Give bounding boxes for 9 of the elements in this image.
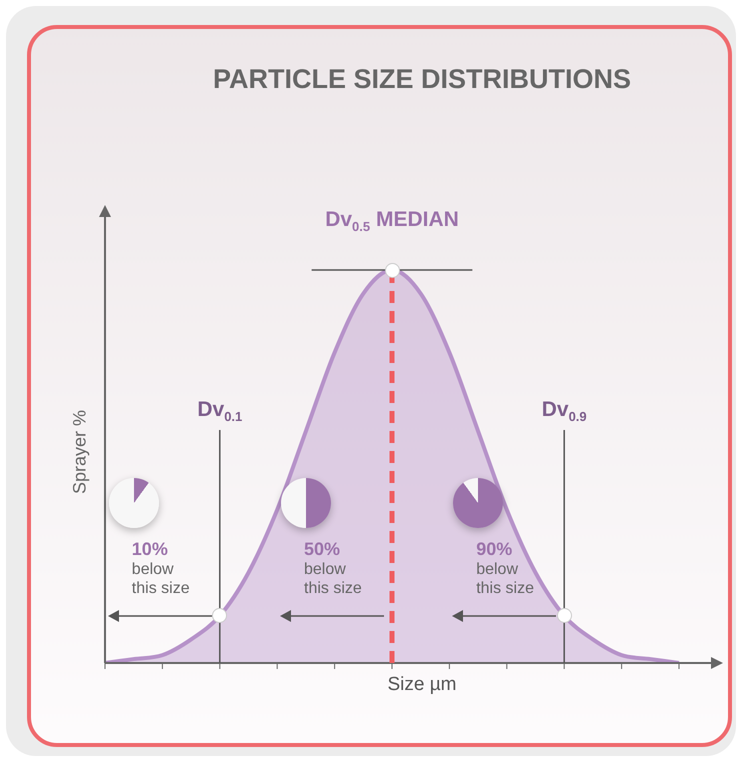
text: Dv$_{0.5}$ MEDIAN — [325, 208, 459, 234]
chart-title: PARTICLE SIZE DISTRIBUTIONS — [212, 64, 632, 95]
annotation: Dv$_{0.1}$ — [197, 398, 242, 424]
annotation: 50% below this size — [304, 538, 362, 598]
annotation: 10% below this size — [132, 538, 190, 598]
annotation: 90% below this size — [476, 538, 534, 598]
x-axis-title: Size µm — [387, 674, 457, 696]
y-axis-title: Sprayer % — [70, 410, 90, 494]
annotation: Dv$_{0.9}$ — [542, 398, 587, 424]
